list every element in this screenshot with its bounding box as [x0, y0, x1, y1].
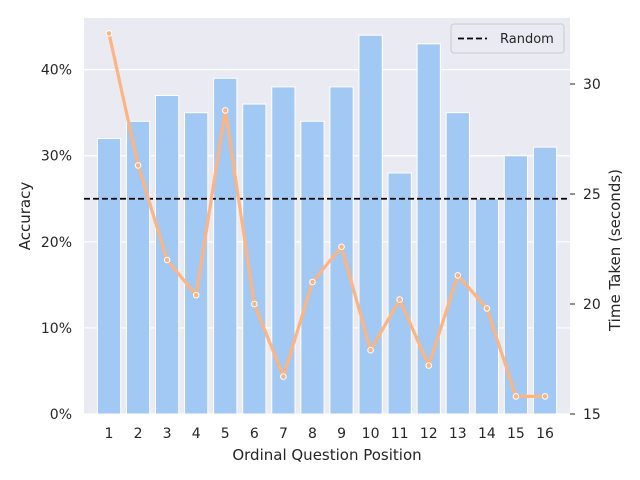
x-tick-label: 6	[250, 426, 259, 442]
x-tick-label: 3	[163, 426, 172, 442]
x-tick-label: 10	[362, 426, 380, 442]
time-point-11	[396, 296, 403, 303]
x-tick-label: 12	[420, 426, 438, 442]
x-tick-label: 14	[478, 426, 496, 442]
time-point-1	[105, 30, 113, 37]
bar-6	[242, 103, 267, 415]
x-tick-label: 2	[134, 426, 143, 442]
time-point-2	[134, 162, 142, 169]
y2-tick-label: 15	[583, 407, 601, 423]
time-line	[107, 31, 547, 398]
time-point-5	[221, 107, 229, 114]
x-tick-label: 9	[337, 426, 346, 442]
y-tick-label: 10%	[41, 321, 72, 337]
bar-8	[300, 120, 325, 415]
bar-5	[213, 77, 238, 415]
bar-12	[416, 43, 441, 415]
y2-tick-label: 30	[583, 77, 601, 93]
y2-axis-title: Time Taken (seconds)	[606, 169, 624, 332]
bar-10	[358, 34, 383, 415]
time-point-8	[309, 278, 316, 286]
x-tick-label: 4	[192, 426, 201, 442]
time-point-4	[192, 291, 200, 299]
bar-11	[387, 172, 412, 415]
y-axis-title: Accuracy	[16, 182, 34, 251]
bar-7	[271, 86, 296, 415]
y-tick-label: 40%	[41, 63, 72, 79]
x-tick-label: 13	[449, 426, 467, 442]
y-tick-label: 20%	[41, 235, 72, 251]
time-point-6	[251, 300, 258, 308]
y-tick-label: 0%	[50, 407, 72, 423]
y2-tick-label: 25	[583, 187, 601, 203]
x-tick-label: 8	[308, 426, 317, 442]
time-line-series	[105, 30, 549, 400]
bar-15	[503, 155, 529, 415]
y-axis-ticks-left: 0% 10% 20% 30% 40%	[41, 63, 72, 423]
bar-2	[125, 120, 151, 415]
bar-13	[445, 112, 470, 415]
y2-tick-label: 20	[583, 297, 601, 313]
time-point-7	[280, 373, 287, 380]
time-point-12	[425, 362, 433, 369]
y-tick-label: 30%	[41, 149, 72, 165]
x-tick-label: 11	[391, 426, 409, 442]
legend-label-random: Random	[500, 32, 554, 47]
time-point-9	[338, 243, 345, 251]
bar-4	[184, 112, 209, 415]
time-point-10	[367, 346, 374, 354]
x-axis-ticks: 1 2 3 4 5 6 7 8 9 10 11 12 13 14 15 16	[105, 426, 554, 442]
time-point-3	[163, 256, 171, 264]
time-point-13	[454, 272, 462, 279]
bar-16	[532, 146, 558, 415]
legend-box	[450, 23, 565, 54]
time-point-14	[483, 305, 491, 312]
time-point-16	[541, 393, 549, 400]
x-tick-label: 7	[279, 426, 288, 442]
bar-1	[96, 138, 122, 415]
x-tick-label: 5	[221, 426, 230, 442]
x-axis-title: Ordinal Question Position	[232, 446, 421, 464]
x-tick-label: 15	[507, 426, 525, 442]
time-point-15	[512, 393, 520, 400]
y-axis-ticks-right: 15 20 25 30	[570, 77, 601, 423]
bars	[96, 34, 558, 415]
x-tick-label: 1	[105, 426, 114, 442]
legend: Random	[450, 23, 565, 54]
x-tick-label: 16	[536, 426, 554, 442]
